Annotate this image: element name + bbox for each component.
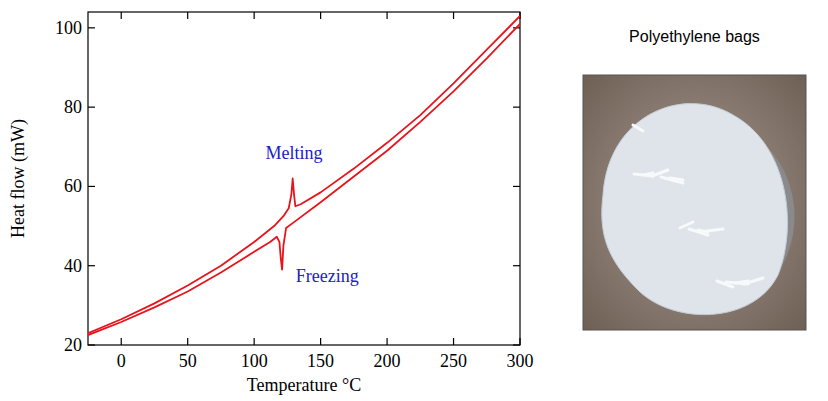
flake <box>633 125 643 131</box>
x-tick-top <box>519 12 520 19</box>
x-tick-top <box>254 12 255 19</box>
y-tick <box>88 186 95 187</box>
x-tick-top <box>187 12 188 19</box>
x-tick-label: 250 <box>440 351 467 371</box>
flake <box>689 229 708 235</box>
x-tick <box>121 338 122 345</box>
y-tick <box>88 27 95 28</box>
x-tick-top <box>320 12 321 19</box>
x-tick-label: 300 <box>507 351 534 371</box>
image-title: Polyethylene bags <box>629 28 760 45</box>
x-tick <box>254 338 255 345</box>
y-tick-label: 100 <box>55 18 82 38</box>
y-tick <box>88 344 95 345</box>
y-tick <box>88 107 95 108</box>
x-axis-title: Temperature °C <box>247 375 361 395</box>
flake <box>726 282 748 284</box>
flake <box>661 177 683 183</box>
y-tick <box>88 265 95 266</box>
flake <box>634 174 653 176</box>
x-tick-label: 100 <box>241 351 268 371</box>
x-tick <box>519 338 520 345</box>
y-tick-label: 80 <box>64 97 82 117</box>
x-tick-label: 50 <box>179 351 197 371</box>
y-tick-right <box>513 265 520 266</box>
figure: 0 50 100 150 200 250 300 20 40 60 80 100 Temperature… <box>0 0 828 401</box>
flake <box>707 229 723 231</box>
x-tick-label: 0 <box>117 351 126 371</box>
x-tick <box>187 338 188 345</box>
y-tick-label: 60 <box>64 176 82 196</box>
x-tick-top <box>121 12 122 19</box>
photo <box>583 75 806 330</box>
flake <box>717 281 733 287</box>
y-tick-right <box>513 186 520 187</box>
flake <box>680 222 693 228</box>
annotation: Freezing <box>296 266 359 286</box>
plot-area <box>88 16 520 335</box>
x-tick <box>320 338 321 345</box>
x-tick <box>386 338 387 345</box>
annotation: Melting <box>266 143 323 163</box>
y-tick-label: 40 <box>64 256 82 276</box>
x-tick-top <box>386 12 387 19</box>
x-tick <box>453 338 454 345</box>
dsc-curve <box>88 16 520 333</box>
photo-frame <box>583 75 806 330</box>
plot-frame <box>88 12 520 345</box>
dsc-curve <box>88 24 520 335</box>
x-tick-top <box>453 12 454 19</box>
x-tick-label: 200 <box>374 351 401 371</box>
y-axis-title: Heat flow (mW) <box>8 119 29 238</box>
y-tick-right <box>513 344 520 345</box>
y-tick-right <box>513 107 520 108</box>
x-tick-label: 150 <box>307 351 334 371</box>
y-tick-label: 20 <box>64 335 82 355</box>
polyethylene-flakes <box>602 104 788 315</box>
